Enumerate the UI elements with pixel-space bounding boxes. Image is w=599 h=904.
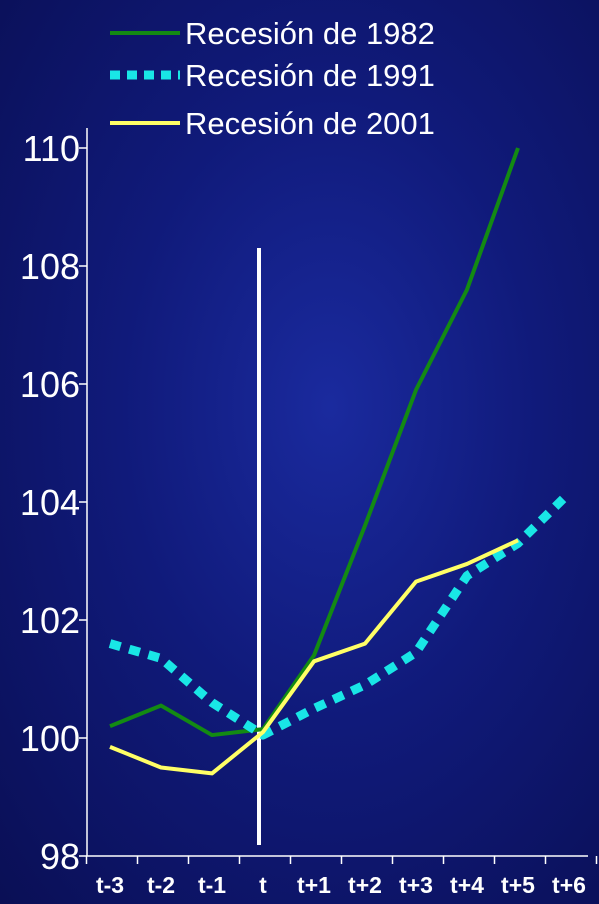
x-tick-label: t+4 [450, 872, 484, 898]
y-axis-ticks: 98 100 102 104 106 108 110 [20, 128, 87, 877]
x-tick-label: t [259, 872, 267, 898]
x-tick-label: t-3 [96, 872, 124, 898]
y-tick-label: 108 [20, 246, 80, 287]
x-tick-label: t+2 [348, 872, 382, 898]
x-tick-label: t-1 [198, 872, 226, 898]
y-tick-label: 98 [40, 836, 80, 877]
y-tick-label: 102 [20, 600, 80, 641]
legend-label-3: Recesión de 2001 [185, 106, 435, 141]
legend-label-1: Recesión de 1982 [185, 16, 435, 51]
series-line-3 [109, 538, 519, 776]
series-line-1 [109, 147, 520, 738]
x-tick-label: t+3 [399, 872, 433, 898]
y-tick-label: 104 [20, 482, 80, 523]
y-tick-label: 100 [20, 718, 80, 759]
series-line-2 [108, 489, 573, 740]
y-tick-label: 110 [23, 128, 80, 169]
x-tick-label: t+1 [297, 872, 331, 898]
legend-label-2: Recesión de 1991 [185, 58, 435, 93]
x-axis-ticks: t-3 t-2 t-1 t t+1 t+2 t+3 t+4 t+5 t+6 [85, 856, 598, 898]
y-tick-label: 106 [20, 364, 80, 405]
legend: Recesión de 1982 Recesión de 1991 Recesión… [110, 16, 435, 141]
x-tick-label: t-2 [147, 872, 175, 898]
series-lines [108, 147, 573, 776]
x-tick-label: t+5 [501, 872, 535, 898]
axes [86, 128, 588, 857]
x-tick-label: t+6 [552, 872, 586, 898]
